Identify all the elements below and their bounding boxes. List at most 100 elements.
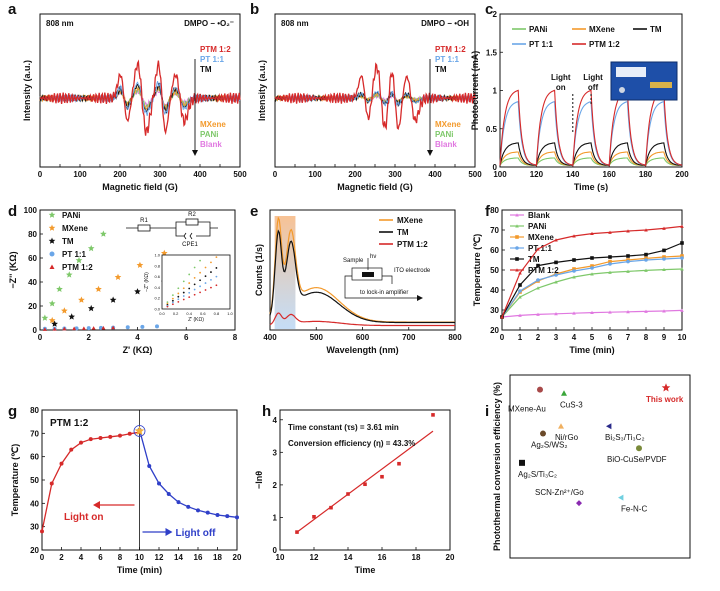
inset-point bbox=[204, 275, 207, 278]
data-point bbox=[75, 256, 83, 264]
data-point bbox=[644, 228, 648, 232]
data-point bbox=[48, 300, 56, 307]
point-label: Bi₂S₃/Ti₃C₂ bbox=[605, 433, 645, 442]
data-point bbox=[680, 256, 684, 260]
circuit-label: R2 bbox=[188, 212, 196, 218]
annotation-light-on: Light bbox=[551, 73, 571, 82]
x-tick-label: 12 bbox=[310, 553, 319, 562]
panel-c: c 100 120 140 160 180 200 0 0.5 1 1.5 2 Time (s) Phot… bbox=[470, 1, 689, 192]
x-tick-label: 7 bbox=[626, 333, 631, 342]
panel-letter: g bbox=[8, 403, 17, 420]
label-light-off: Light off bbox=[176, 528, 217, 539]
legend-entry: PANi bbox=[529, 25, 548, 34]
data-point bbox=[662, 226, 666, 230]
point-label: MXene-Au bbox=[508, 405, 546, 414]
data-point bbox=[40, 529, 44, 534]
y-axis-label: Temperature (℃) bbox=[10, 444, 20, 516]
data-point bbox=[536, 278, 540, 282]
data-point bbox=[118, 433, 122, 438]
x-tick-label: 0 bbox=[500, 333, 505, 342]
inset-point bbox=[210, 271, 212, 273]
data-point bbox=[540, 430, 546, 437]
panel-letter: h bbox=[262, 403, 271, 420]
inset-point bbox=[193, 266, 196, 269]
y-tick-label: 2 bbox=[273, 481, 278, 490]
x-tick-label: 1 bbox=[518, 333, 523, 342]
inset-point bbox=[177, 287, 180, 290]
legend-marker bbox=[515, 257, 519, 261]
x-tick-label: 500 bbox=[233, 170, 247, 179]
x-tick-label: 200 bbox=[113, 170, 127, 179]
x-tick-label: 300 bbox=[153, 170, 167, 179]
axes-frame bbox=[509, 374, 691, 559]
data-point bbox=[431, 413, 435, 417]
data-point bbox=[329, 505, 333, 510]
data-point bbox=[205, 510, 210, 515]
legend-entry: PTM 1:2 bbox=[200, 45, 231, 54]
inset-frame bbox=[161, 254, 231, 310]
inset-point bbox=[215, 284, 218, 287]
data-point bbox=[196, 508, 200, 513]
data-point bbox=[536, 263, 540, 268]
x-tick-label: 180 bbox=[639, 170, 653, 179]
x-tick-label: 6 bbox=[98, 553, 103, 562]
x-tick-label: 10 bbox=[276, 553, 285, 562]
data-point bbox=[626, 229, 630, 233]
y-axis-label: Photocurrent (mA) bbox=[470, 51, 480, 131]
x-tick-label: 2 bbox=[87, 333, 92, 342]
data-point bbox=[626, 254, 630, 258]
panel-g: g 0 2 4 6 8 10 12 14 16 18 20 20 30 40 50 60 70 80 Time (mi… bbox=[8, 403, 242, 575]
y-tick-label: 1.5 bbox=[486, 48, 498, 57]
legend-entry: MXene bbox=[435, 120, 461, 129]
data-point bbox=[68, 313, 75, 320]
device-photo bbox=[610, 61, 678, 101]
y-tick-label: 80 bbox=[30, 406, 39, 415]
data-point bbox=[518, 289, 522, 293]
data-point bbox=[87, 244, 95, 252]
inset-point bbox=[171, 297, 174, 300]
y-tick-label: 20 bbox=[28, 302, 37, 311]
point-label: Fe-N-C bbox=[621, 505, 647, 514]
x-tick-label: 18 bbox=[213, 553, 222, 562]
data-point bbox=[86, 326, 91, 331]
legend-entry: PANi bbox=[435, 130, 454, 139]
x-tick-label: 10 bbox=[678, 333, 687, 342]
legend-entry: PT 1:1 bbox=[435, 55, 460, 64]
legend-entry: MXene bbox=[589, 25, 615, 34]
x-axis-label: Time (min) bbox=[569, 345, 614, 355]
x-tick-label: 5 bbox=[590, 333, 595, 342]
x-tick-label: 200 bbox=[348, 170, 362, 179]
data-point bbox=[590, 231, 594, 236]
data-point bbox=[518, 271, 522, 275]
x-axis-label: Time (min) bbox=[117, 565, 162, 575]
data-point bbox=[608, 255, 612, 259]
data-point bbox=[109, 296, 117, 303]
cpe-element bbox=[183, 232, 193, 240]
legend-entry: PANi bbox=[528, 222, 547, 231]
light-off-arrowhead bbox=[165, 528, 173, 536]
setup-schematic: Sample hν ITO electrode to lock-in amplifie… bbox=[343, 254, 431, 301]
panel-letter: d bbox=[8, 203, 17, 220]
resistor-r1 bbox=[137, 224, 151, 232]
inset-point bbox=[166, 301, 169, 303]
probe-label: DMPO − •OH bbox=[421, 19, 469, 28]
y-tick-label: 100 bbox=[24, 206, 38, 215]
data-point bbox=[42, 327, 47, 331]
series-line-light-off bbox=[138, 429, 238, 518]
legend-marker bbox=[515, 235, 519, 239]
y-tick-label: 50 bbox=[490, 266, 499, 275]
y-tick-label: 0.5 bbox=[486, 125, 498, 134]
x-tick-label: 300 bbox=[388, 170, 402, 179]
y-tick-label: 70 bbox=[490, 226, 499, 235]
y-tick-label: 1 bbox=[493, 87, 498, 96]
series-line-pani bbox=[501, 268, 683, 318]
legend-entry: TM bbox=[200, 65, 212, 74]
panel-f: f 0 1 2 3 4 5 6 7 8 9 10 20 30 40 50 60 70 80 Time (min) Tem… bbox=[472, 203, 687, 355]
data-point bbox=[62, 326, 67, 331]
x-tick-label: 4 bbox=[135, 333, 140, 342]
annotation-light-off: Light bbox=[583, 73, 603, 82]
inset-point bbox=[182, 287, 185, 290]
inset-point bbox=[204, 266, 207, 269]
series-line-ptm12 bbox=[274, 62, 476, 131]
x-tick-label: 9 bbox=[662, 333, 667, 342]
